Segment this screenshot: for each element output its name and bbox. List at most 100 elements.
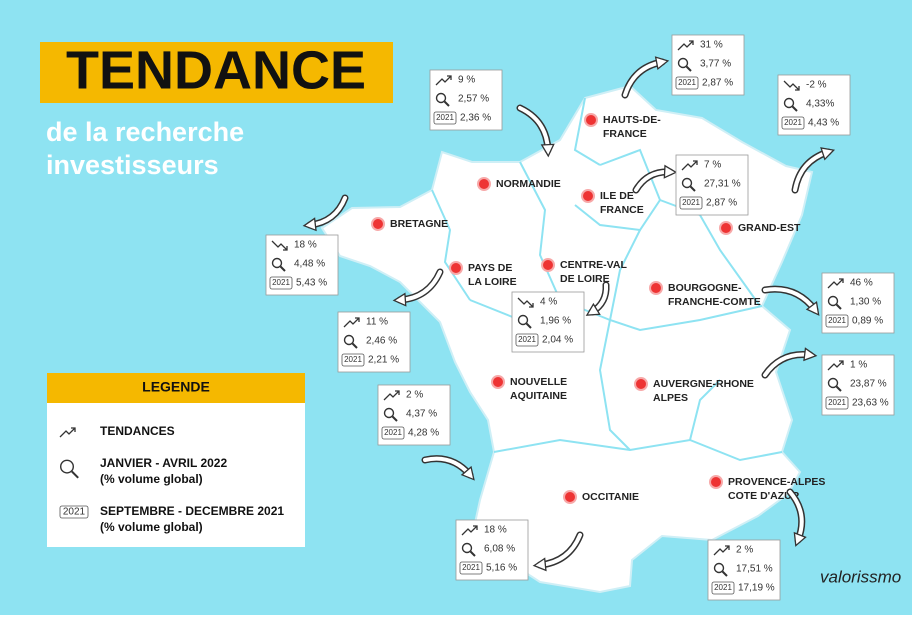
trend-value: 31 % [700,40,723,51]
search-icon [383,407,395,419]
region-label: PAYS DE [468,262,512,274]
trend-icon [473,525,478,530]
region-dot [634,377,648,391]
legend-text: TENDANCES [100,424,175,438]
region-label: AUVERGNE-RHONE [653,378,754,390]
region-dot [563,490,577,504]
search-icon [469,550,476,557]
trend-icon [271,240,288,251]
region-label: FRANCE [600,204,644,216]
region-label: ALPES [653,392,688,404]
previous-value: 4,28 % [408,428,439,439]
trend-icon [681,160,698,171]
previous-value: 2,04 % [542,335,573,346]
search-icon [517,314,529,326]
search-icon [71,470,79,479]
legend-text: JANVIER - AVRIL 2022 [100,456,227,470]
trend-icon [447,75,452,80]
trend-icon [529,303,534,308]
year-badge [341,353,365,367]
trend-icon [283,246,288,251]
search-value: 2,46 % [366,336,397,347]
year-badge-text: 2021 [678,78,696,87]
region-label: AQUITAINE [510,390,567,402]
region-dot [477,177,491,191]
trend-icon [795,86,800,91]
trend-icon [725,545,730,550]
legend-title: LEGENDE [142,379,210,395]
arrow-head [532,557,547,572]
year-badge-text: 2021 [63,507,86,518]
year-badge [825,396,849,410]
year-badge [675,76,699,90]
region-label: ILE DE [600,190,634,202]
trend-icon [693,160,698,165]
year-badge-text: 2021 [436,113,454,122]
search-icon [791,105,798,112]
search-value: 4,37 % [406,409,437,420]
year-badge [59,505,89,519]
year-badge-text: 2021 [828,316,846,325]
search-icon [685,65,692,72]
trend-icon [677,40,694,51]
trend-value: 9 % [458,75,475,86]
search-value: 2,57 % [458,94,489,105]
title: TENDANCE [66,40,366,100]
trend-value: 7 % [704,160,721,171]
region-dot [491,375,505,389]
search-value: 27,31 % [704,179,741,190]
region-dot [581,189,595,203]
region-label: NOUVELLE [510,376,567,388]
region-label: OCCITANIE [582,491,639,503]
year-badge-text: 2021 [682,198,700,207]
trend-icon [71,427,76,432]
trend-icon [435,75,452,86]
year-badge-text: 2021 [518,335,536,344]
search-value: 6,08 % [484,544,515,555]
region-label: DE LOIRE [560,273,610,285]
previous-value: 2,87 % [706,198,737,209]
year-badge [679,196,703,210]
subtitle: investisseurs [46,150,219,180]
search-icon [677,57,689,69]
trend-value: 1 % [850,360,867,371]
search-icon [525,322,532,329]
search-icon [351,342,358,349]
trend-icon [461,525,478,536]
year-badge [381,426,405,440]
previous-value: 17,19 % [738,583,775,594]
search-icon [827,295,839,307]
legend-text: (% volume global) [100,520,203,534]
region-borders [431,97,783,462]
legend-text: SEPTEMBRE - DECEMBRE 2021 [100,504,284,518]
previous-value: 0,89 % [852,316,883,327]
legend-box [47,403,305,547]
year-badge-text: 2021 [272,278,290,287]
search-icon [461,542,473,554]
trend-value: 18 % [294,240,317,251]
search-icon [835,303,842,310]
arrow-head [793,531,807,547]
arrow-head [803,347,818,362]
region-dot [584,113,598,127]
year-badge [269,276,293,290]
region-label: FRANCE [603,128,647,140]
search-value: 17,51 % [736,564,773,575]
previous-value: 2,36 % [460,113,491,124]
search-icon [835,385,842,392]
year-badge-text: 2021 [784,118,802,127]
region-label: HAUTS-DE- [603,114,661,126]
trend-icon [839,278,844,283]
search-icon [343,334,355,346]
year-badge-text: 2021 [714,583,732,592]
year-badge-text: 2021 [828,398,846,407]
region-label: PROVENCE-ALPES [728,476,825,488]
previous-value: 4,43 % [808,118,839,129]
region-dot [541,258,555,272]
legend-text: (% volume global) [100,472,203,486]
search-value: 1,30 % [850,297,881,308]
search-icon [783,97,795,109]
previous-value: 5,16 % [486,563,517,574]
search-value: 3,77 % [700,59,731,70]
